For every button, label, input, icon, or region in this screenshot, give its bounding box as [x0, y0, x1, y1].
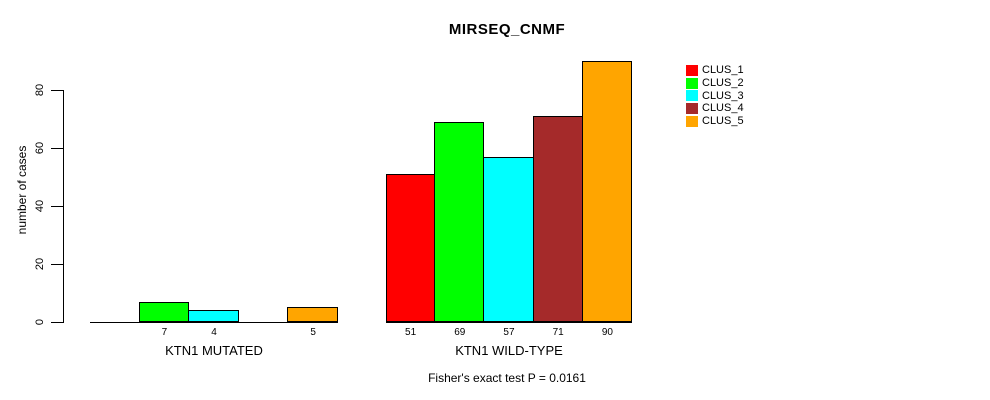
legend-label: CLUS_5 — [702, 115, 744, 128]
bar-value-label: 4 — [211, 327, 217, 338]
legend-swatch-clus_4 — [686, 102, 698, 114]
legend-label: CLUS_3 — [702, 89, 744, 102]
legend-swatch-clus_1 — [686, 64, 698, 76]
legend: CLUS_1 CLUS_2 CLUS_3 CLUS_4 CLUS_5 — [686, 64, 744, 127]
bar-clus_3-mutated — [188, 310, 239, 322]
legend-item: CLUS_4 — [686, 102, 744, 115]
y-axis — [63, 90, 64, 323]
legend-item: CLUS_2 — [686, 77, 744, 90]
y-tick-mark — [51, 148, 63, 149]
bar-value-label: 69 — [454, 327, 466, 338]
category-label-mutated: KTN1 MUTATED — [165, 343, 263, 358]
legend-swatch-clus_3 — [686, 90, 698, 102]
y-tick-mark — [51, 90, 63, 91]
bar-value-label: 51 — [405, 327, 417, 338]
bar-value-label: 71 — [552, 327, 564, 338]
legend-swatch-clus_2 — [686, 77, 698, 89]
bar-value-label: 5 — [310, 327, 316, 338]
bar-clus_2-wildtype — [434, 122, 485, 322]
legend-item: CLUS_1 — [686, 64, 744, 77]
legend-swatch-clus_5 — [686, 115, 698, 127]
legend-item: CLUS_5 — [686, 115, 744, 128]
bar-value-label: 57 — [503, 327, 515, 338]
y-tick-label: 80 — [34, 83, 46, 97]
x-axis-baseline — [386, 322, 632, 323]
y-tick-label: 40 — [34, 199, 46, 213]
y-tick-mark — [51, 322, 63, 323]
fisher-test-annotation: Fisher's exact test P = 0.0161 — [428, 371, 586, 385]
x-axis-baseline — [90, 322, 338, 323]
bar-clus_3-wildtype — [483, 157, 534, 322]
chart-title: MIRSEQ_CNMF — [448, 21, 566, 38]
legend-label: CLUS_4 — [702, 102, 744, 115]
legend-item: CLUS_3 — [686, 89, 744, 102]
bar-clus_1-wildtype — [386, 174, 436, 322]
y-tick-label: 60 — [34, 141, 46, 155]
bar-clus_5-mutated — [287, 307, 338, 322]
bar-clus_4-wildtype — [532, 116, 583, 322]
y-tick-label: 0 — [34, 318, 46, 326]
y-tick-mark — [51, 264, 63, 265]
y-axis-label: number of cases — [15, 145, 29, 235]
bar-clus_5-wildtype — [581, 61, 632, 322]
y-tick-mark — [51, 206, 63, 207]
legend-label: CLUS_2 — [702, 77, 744, 90]
y-tick-label: 20 — [34, 257, 46, 271]
bar-value-label: 7 — [161, 327, 168, 338]
bar-clus_2-mutated — [138, 302, 190, 322]
legend-label: CLUS_1 — [702, 64, 744, 77]
bar-value-label: 90 — [601, 327, 613, 338]
category-label-wildtype: KTN1 WILD-TYPE — [455, 343, 563, 358]
